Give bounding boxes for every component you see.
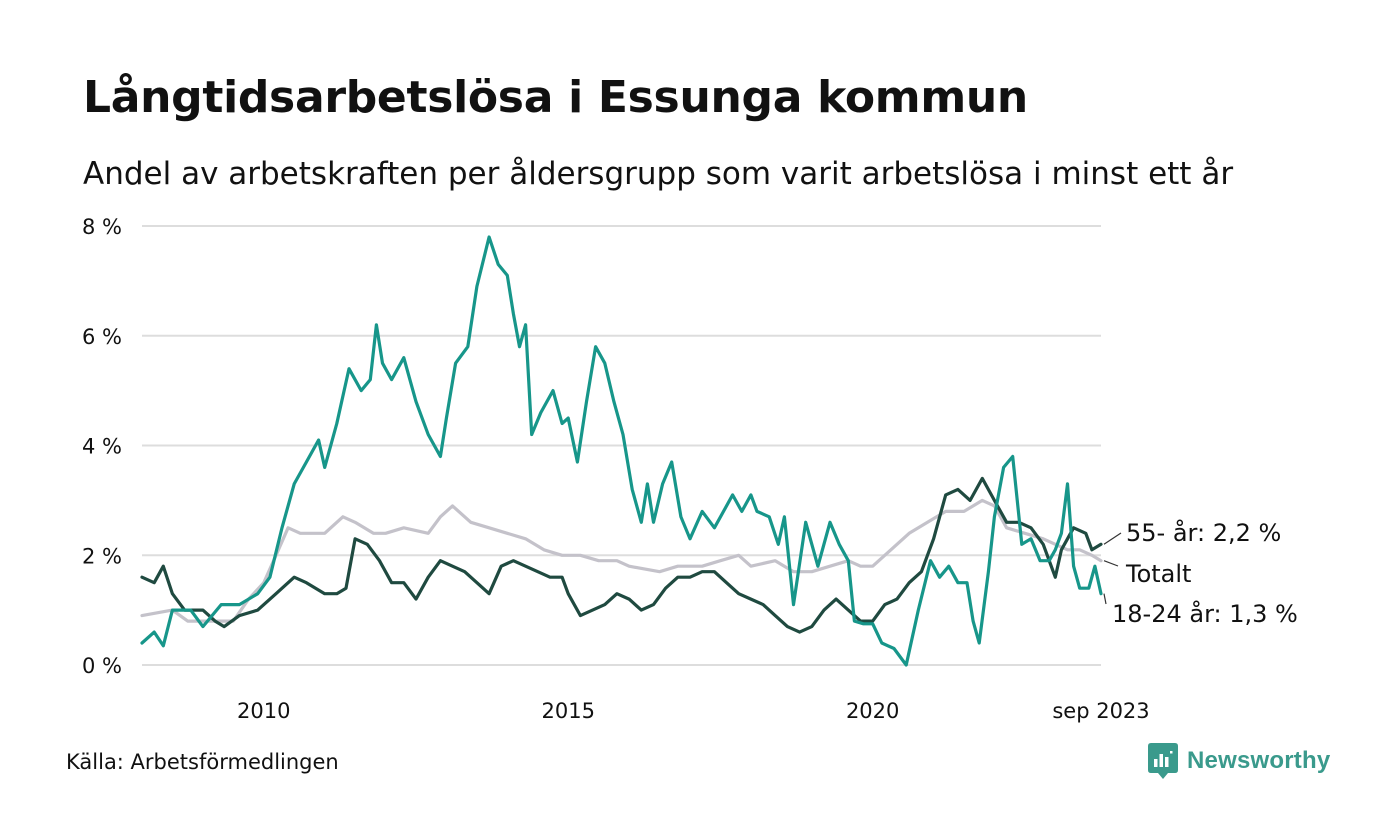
source-note: Källa: Arbetsförmedlingen bbox=[66, 750, 339, 774]
newsworthy-logo[interactable]: Newsworthy bbox=[1148, 743, 1330, 779]
end-label-18-24-ar: 18-24 år: 1,3 % bbox=[1112, 599, 1298, 628]
series-lines bbox=[140, 235, 1103, 667]
x-tick-label: 2015 bbox=[541, 699, 594, 723]
brand-name: Newsworthy bbox=[1187, 747, 1331, 774]
leader-line bbox=[1103, 593, 1107, 605]
axis-labels: 0 % 2 % 4 % 6 % 8 % 2010 2015 2020 sep 2023 bbox=[82, 215, 1150, 723]
x-tick-label: 2010 bbox=[237, 699, 290, 723]
series-line-totalt bbox=[140, 498, 1103, 623]
end-label-totalt: Totalt bbox=[1125, 560, 1191, 588]
y-tick-label: 6 % bbox=[82, 325, 122, 349]
chart-title: Långtidsarbetslösa i Essunga kommun bbox=[83, 72, 1028, 123]
end-label-55-ar: 55- år: 2,2 % bbox=[1126, 518, 1281, 547]
y-tick-label: 4 % bbox=[82, 435, 122, 459]
series-line-55-ar bbox=[140, 476, 1103, 634]
leader-line bbox=[1103, 560, 1119, 567]
line-chart: 0 % 2 % 4 % 6 % 8 % 2010 2015 2020 sep 2023 Tota… bbox=[82, 215, 1298, 723]
y-tick-label: 8 % bbox=[82, 215, 122, 239]
gridlines bbox=[142, 225, 1101, 666]
bar-chart-bubble-icon bbox=[1148, 743, 1178, 779]
y-tick-label: 0 % bbox=[82, 654, 122, 678]
end-labels: Totalt 55- år: 2,2 % 18-24 år: 1,3 % bbox=[1103, 518, 1298, 628]
series-line-18-24-ar bbox=[140, 235, 1103, 667]
leader-line bbox=[1103, 532, 1122, 545]
x-tick-label: sep 2023 bbox=[1052, 699, 1149, 723]
chart-subtitle: Andel av arbetskraften per åldersgrupp s… bbox=[83, 156, 1234, 192]
x-tick-label: 2020 bbox=[846, 699, 899, 723]
y-tick-label: 2 % bbox=[82, 544, 122, 568]
